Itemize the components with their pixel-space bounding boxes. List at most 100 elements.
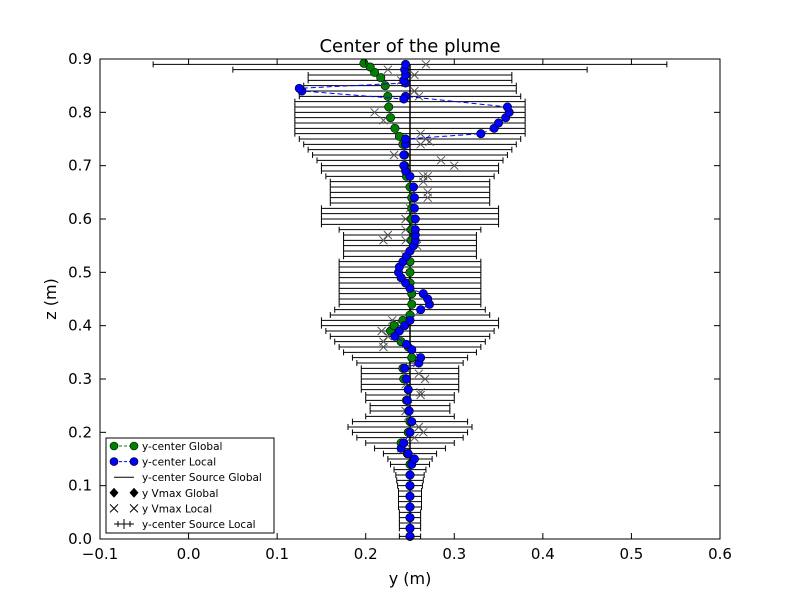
y-tick-label: 0.3 xyxy=(68,370,92,388)
vmax-local-point xyxy=(379,337,388,347)
x-marker-stroke xyxy=(418,427,428,437)
x-tick-label: 0.6 xyxy=(708,545,732,563)
legend-marker xyxy=(129,457,139,466)
legend-box xyxy=(105,437,275,534)
series-point xyxy=(409,454,419,464)
series-point xyxy=(405,315,415,325)
chart-title: Center of the plume xyxy=(319,36,500,57)
legend-marker xyxy=(109,441,119,451)
vmax-local-point xyxy=(420,374,430,384)
series-point xyxy=(400,321,410,331)
series-point xyxy=(405,491,415,501)
x-tick-label: 0.1 xyxy=(265,545,289,563)
legend-label: y-center Source Local xyxy=(142,519,256,531)
series-point xyxy=(380,81,390,91)
vmax-local-point xyxy=(418,177,428,187)
series-point xyxy=(399,161,409,171)
x-marker-stroke xyxy=(410,433,419,443)
series-point xyxy=(389,321,399,331)
vmax-local-point xyxy=(425,137,434,147)
series-point xyxy=(399,150,409,160)
vmax-local-point xyxy=(379,235,388,245)
vmax-local-point xyxy=(416,129,425,139)
legend-marker xyxy=(109,487,119,498)
series-point xyxy=(383,91,393,101)
series-point xyxy=(405,481,415,491)
series-point xyxy=(409,193,419,203)
legend-label: y-center Local xyxy=(142,457,216,469)
legend-item: y Vmax Local xyxy=(109,503,212,515)
x-marker-stroke xyxy=(421,134,431,144)
chart-marks xyxy=(152,58,668,541)
x-marker-stroke xyxy=(423,171,433,181)
vmax-local-point xyxy=(416,390,425,400)
x-marker-stroke xyxy=(377,326,387,336)
x-marker-stroke xyxy=(410,70,419,80)
vmax-local-point xyxy=(416,387,425,397)
x-marker-stroke xyxy=(416,390,425,400)
vmax-local-point xyxy=(423,187,433,197)
series-point xyxy=(359,58,369,68)
series-point xyxy=(409,182,419,192)
series-point xyxy=(405,267,415,277)
legend-marker xyxy=(129,487,139,498)
x-marker-stroke xyxy=(414,91,424,101)
x-marker-stroke xyxy=(379,235,388,245)
series-point xyxy=(399,94,409,104)
series-point xyxy=(410,214,420,224)
series-point xyxy=(405,427,415,437)
x-marker-stroke xyxy=(383,230,393,240)
series-point xyxy=(407,345,417,355)
series-point xyxy=(407,417,417,427)
legend-marker xyxy=(109,457,119,466)
series-point xyxy=(386,113,396,123)
series-point xyxy=(409,203,419,213)
series-y-center-local xyxy=(294,59,514,541)
vmax-local-point xyxy=(436,155,446,165)
vmax-local-point xyxy=(414,369,424,379)
y-tick-label: 0.9 xyxy=(68,50,92,68)
series-point xyxy=(502,102,512,112)
series-point xyxy=(401,59,411,69)
y-tick-label: 0.7 xyxy=(68,157,92,175)
vmax-local-point xyxy=(389,150,399,160)
chart-axes: −0.1 0.0 0.1 0.2 0.3 0.4 0.5 0.60.00.10.20.30.4… xyxy=(68,50,732,563)
legend-label: y-center Source Global xyxy=(142,472,262,484)
x-marker-stroke xyxy=(436,155,446,165)
series-point xyxy=(410,225,420,235)
x-marker-stroke xyxy=(421,59,431,69)
legend-item: y-center Source Global xyxy=(114,472,262,484)
series-point xyxy=(405,513,415,523)
x-marker-stroke xyxy=(410,86,419,96)
series-point xyxy=(294,83,304,93)
series-point xyxy=(401,339,411,349)
series-point xyxy=(405,502,415,512)
legend-item: y-center Source Local xyxy=(114,519,256,531)
series-point xyxy=(418,289,428,299)
x-marker-stroke xyxy=(425,137,434,147)
legend-label: y-center Global xyxy=(142,441,222,453)
series-point xyxy=(401,134,411,144)
series-point xyxy=(407,299,417,309)
x-marker-stroke xyxy=(379,337,388,347)
series-point xyxy=(402,395,412,405)
plot-frame xyxy=(99,58,721,540)
x-marker-stroke xyxy=(370,107,379,117)
vmax-local-point xyxy=(421,59,431,69)
x-axis-label: y (m) xyxy=(389,569,432,588)
series-point xyxy=(405,470,415,480)
series-point xyxy=(400,363,410,373)
vmax-local-point xyxy=(383,65,393,75)
x-tick-label: 0.5 xyxy=(619,545,643,563)
series-point xyxy=(407,353,417,363)
series-point xyxy=(399,438,409,448)
series-point xyxy=(401,374,411,384)
x-marker-stroke xyxy=(420,374,430,384)
x-marker-stroke xyxy=(414,422,424,432)
x-marker-stroke xyxy=(416,129,425,139)
series-point xyxy=(476,129,486,139)
y-tick-label: 0.6 xyxy=(68,210,92,228)
vmax-local-point xyxy=(414,422,424,432)
x-tick-label: 0.0 xyxy=(177,545,201,563)
legend-item: y Vmax Global xyxy=(109,487,218,500)
